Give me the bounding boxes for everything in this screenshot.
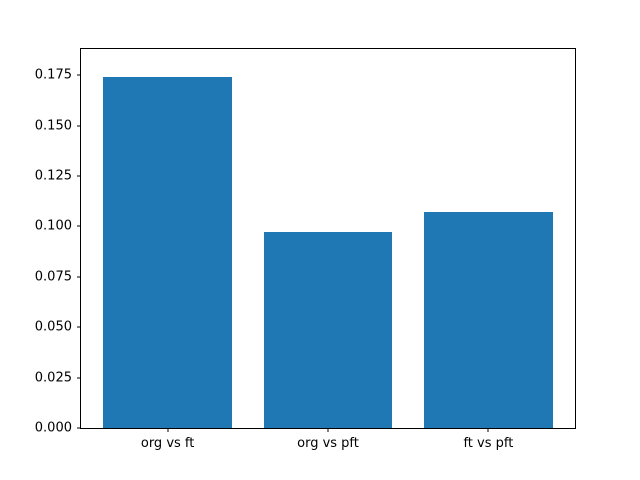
x-tick-label: org vs ft xyxy=(140,436,195,451)
y-tick-label: 0.175 xyxy=(34,67,72,83)
y-tick-mark xyxy=(77,175,81,177)
y-tick-label: 0.050 xyxy=(34,319,72,335)
y-tick-mark xyxy=(77,125,81,127)
bar-ft-vs-pft xyxy=(424,212,553,428)
y-tick-label: 0.125 xyxy=(34,168,72,184)
bar-org-vs-pft xyxy=(263,232,393,428)
y-tick-label: 0.150 xyxy=(34,118,72,134)
y-tick-label: 0.025 xyxy=(34,370,72,386)
y-tick-label: 0.000 xyxy=(34,420,72,436)
x-tick-mark xyxy=(487,428,489,432)
plot-area: 0.000 0.025 0.050 0.075 0.100 0.125 0.150 0.175… xyxy=(35,48,576,450)
y-tick-mark xyxy=(77,74,81,76)
bar-org-vs-ft xyxy=(103,77,232,428)
x-tick-mark xyxy=(167,428,169,432)
y-tick-mark xyxy=(77,225,81,227)
y-tick-label: 0.075 xyxy=(34,269,72,285)
x-tick-label: org vs pft xyxy=(297,436,359,451)
y-tick-mark xyxy=(77,326,81,328)
y-tick-label: 0.100 xyxy=(34,218,72,234)
x-tick-mark xyxy=(327,428,329,432)
y-tick-mark xyxy=(77,276,81,278)
x-tick-label: ft vs pft xyxy=(463,436,514,451)
y-tick-mark xyxy=(77,377,81,379)
y-tick-mark xyxy=(77,427,81,429)
